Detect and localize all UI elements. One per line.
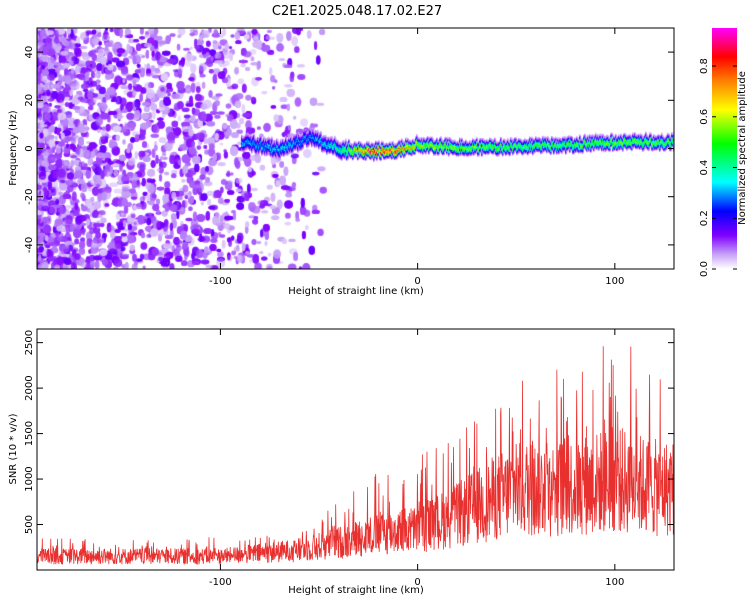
spectrogram-xtick-label: -100 [209, 276, 232, 287]
snr-xlabel: Height of straight line (km) [288, 585, 424, 596]
spectrogram-ytick-label: 40 [24, 46, 35, 59]
colorbar-tick-label: 0.0 [699, 261, 710, 277]
snr-xtick-label: 0 [414, 577, 420, 588]
colorbar-label: Normalized spectral amplitude [737, 71, 748, 225]
snr-ytick-label: 500 [24, 515, 35, 534]
spectrogram-image-holder [37, 28, 674, 269]
snr-ytick-label: 1500 [24, 421, 35, 446]
spectrogram-xlabel: Height of straight line (km) [288, 286, 424, 297]
spectrogram-ylabel: Frequency (Hz) [8, 110, 19, 186]
spectrogram-xtick-label: 0 [414, 276, 420, 287]
snr-frame [36, 328, 675, 571]
colorbar-tick-label: 0.4 [699, 160, 710, 176]
spectrogram-ytick-label: 0 [24, 145, 35, 151]
snr-ytick-label: 1000 [24, 466, 35, 491]
snr-xtick-label: -100 [209, 577, 232, 588]
spectrogram-panel: -100 0 100 -40 -20 0 20 40 Height of straight l… [8, 27, 675, 297]
snr-ticks: -100 0 100 500 1000 1500 2000 2500 [24, 329, 674, 588]
colorbar-tick-label: 0.6 [699, 109, 710, 125]
spectrogram-heatmap [37, 28, 674, 269]
spectrogram-ytick-label: -20 [24, 189, 35, 205]
spectrogram-ticks: -100 0 100 -40 -20 0 20 40 [24, 28, 674, 287]
spectrogram-xtick-label: 100 [605, 276, 624, 287]
spectrogram-ytick-label: -40 [24, 237, 35, 253]
snr-ytick-label: 2000 [24, 375, 35, 400]
colorbar-gradient [712, 28, 737, 269]
snr-xtick-label: 100 [605, 577, 624, 588]
colorbar-tick-label: 0.2 [699, 210, 710, 226]
figure-title: C2E1.2025.048.17.02.E27 [272, 4, 442, 19]
snr-panel: -100 0 100 500 1000 1500 2000 2500 Height of st… [8, 328, 675, 596]
snr-ylabel: SNR (10 * v/v) [8, 413, 19, 484]
spectrogram-ytick-label: 20 [24, 94, 35, 107]
snr-series-line [37, 346, 674, 565]
colorbar-tick-label: 0.8 [699, 58, 710, 74]
snr-ytick-label: 2500 [24, 330, 35, 355]
colorbar: 0.0 0.2 0.4 0.6 0.8 Normalized spectral ampl… [699, 28, 748, 277]
colorbar-ticks: 0.0 0.2 0.4 0.6 0.8 [699, 58, 737, 277]
